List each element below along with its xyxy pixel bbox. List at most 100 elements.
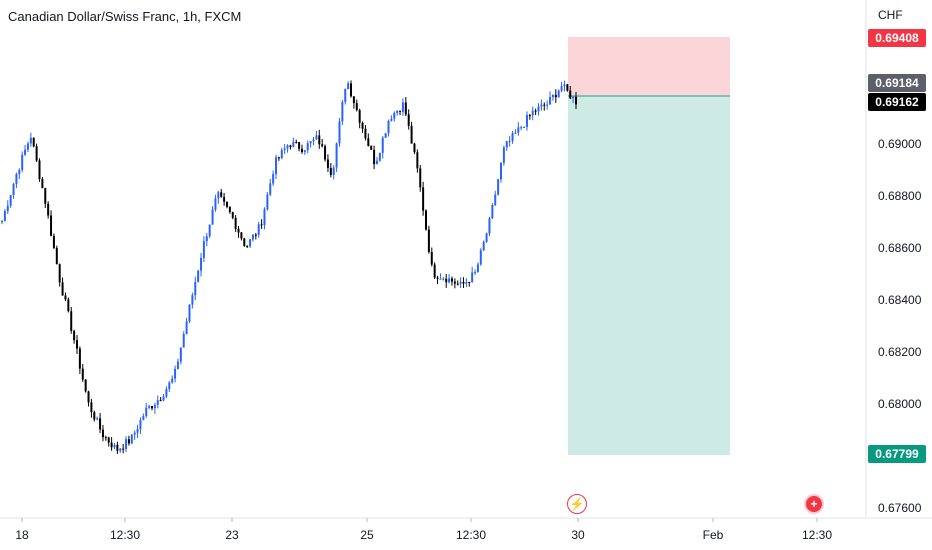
candle-body (433, 264, 436, 278)
candle-body (243, 238, 246, 246)
candle-body (156, 400, 159, 405)
candle-body (234, 217, 237, 229)
candle-body (390, 118, 393, 121)
candle-body (249, 239, 252, 247)
y-tick-label: 0.68200 (878, 345, 922, 359)
candle-body (159, 400, 162, 402)
candle-body (223, 196, 226, 202)
candle-body (104, 437, 107, 439)
candle-body (246, 245, 249, 247)
candle-body (174, 368, 177, 379)
candle-body (427, 229, 430, 253)
candle-body (280, 150, 283, 159)
candle-body (55, 247, 58, 265)
candle-body (324, 146, 327, 160)
candle-body (387, 120, 390, 134)
candle-body (500, 162, 503, 180)
candle-body (468, 282, 471, 284)
candle-body (171, 378, 174, 383)
chart-title: Canadian Dollar/Swiss Franc, 1h, FXCM (8, 9, 242, 24)
candle-body (465, 282, 468, 284)
plus-event-icon[interactable]: + (804, 494, 824, 514)
flash-event-icon[interactable]: ⚡ (567, 494, 587, 514)
candle-body (38, 160, 41, 179)
candle-body (35, 146, 38, 161)
candle-body (240, 232, 243, 239)
x-tick-label: 23 (225, 528, 239, 542)
candle-body (315, 135, 318, 140)
candle-body (272, 174, 275, 184)
candle-body (479, 250, 482, 265)
candle-body (202, 241, 205, 258)
y-tick-label: 0.68400 (878, 293, 922, 307)
candle-body (208, 224, 211, 237)
stop-loss-zone[interactable] (568, 37, 730, 96)
candle-body (448, 278, 451, 283)
previous-close-price-tag: 0.69184 (868, 74, 926, 92)
candle-body (220, 192, 223, 197)
candle-body (142, 416, 145, 420)
candle-body (413, 143, 416, 153)
candle-body (26, 143, 29, 150)
candle-body (41, 178, 44, 189)
candle-body (9, 195, 12, 206)
candle-body (494, 194, 497, 206)
candle-body (176, 361, 179, 369)
candle-body (436, 277, 439, 279)
candle-body (231, 212, 234, 218)
x-tick-label: Feb (703, 528, 724, 542)
candle-body (29, 137, 32, 144)
candle-body (528, 115, 531, 117)
candle-body (286, 145, 289, 149)
candle-body (534, 110, 537, 112)
candle-body (557, 90, 560, 98)
candle-body (188, 304, 191, 322)
candle-body (298, 142, 301, 149)
candle-body (396, 110, 399, 113)
x-tick-label: 12:30 (456, 528, 486, 542)
candle-body (370, 146, 373, 150)
candle-body (1, 221, 3, 223)
candle-body (575, 96, 577, 105)
candle-body (543, 104, 546, 106)
candle-body (326, 159, 329, 168)
candle-body (355, 103, 358, 111)
candle-body (237, 228, 240, 233)
candle-body (47, 203, 50, 216)
candle-body (182, 333, 185, 348)
candle-body (554, 94, 557, 98)
candle-body (113, 444, 116, 448)
candle-body (471, 272, 474, 283)
candle-body (211, 209, 214, 225)
candle-body (257, 224, 260, 235)
candle-body (101, 429, 104, 438)
candle-body (474, 271, 477, 273)
candle-body (416, 152, 419, 169)
candle-body (338, 121, 341, 144)
candle-body (430, 252, 433, 265)
candle-body (139, 419, 142, 430)
candle-body (3, 211, 6, 222)
candle-body (459, 281, 462, 284)
stop-price-tag: 0.69408 (868, 29, 926, 47)
current-price-tag: 0.69162 (868, 93, 926, 111)
candle-body (133, 432, 136, 435)
y-tick-label: 0.67600 (878, 501, 922, 515)
candle-body (110, 442, 113, 448)
candle-body (306, 143, 309, 151)
x-axis (21, 518, 818, 522)
y-tick-label: 0.68000 (878, 397, 922, 411)
candle-body (520, 127, 523, 129)
candle-body (523, 126, 526, 128)
candle-body (90, 402, 93, 413)
candle-body (347, 83, 350, 89)
candle-body (399, 110, 402, 112)
y-tick-label: 0.68800 (878, 189, 922, 203)
candle-body (275, 157, 278, 175)
candle-body (332, 167, 335, 175)
x-tick-label: 25 (360, 528, 374, 542)
candle-body (514, 132, 517, 134)
candle-body (422, 187, 425, 211)
take-profit-zone[interactable] (568, 96, 730, 455)
